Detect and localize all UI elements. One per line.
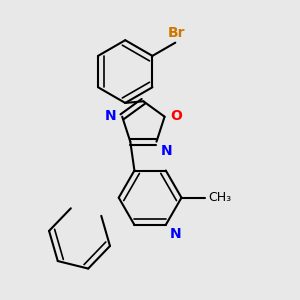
Text: N: N	[170, 226, 182, 241]
Text: N: N	[105, 109, 116, 123]
Text: N: N	[160, 144, 172, 158]
Text: CH₃: CH₃	[208, 191, 231, 204]
Text: O: O	[170, 109, 182, 123]
Text: Br: Br	[167, 26, 185, 40]
